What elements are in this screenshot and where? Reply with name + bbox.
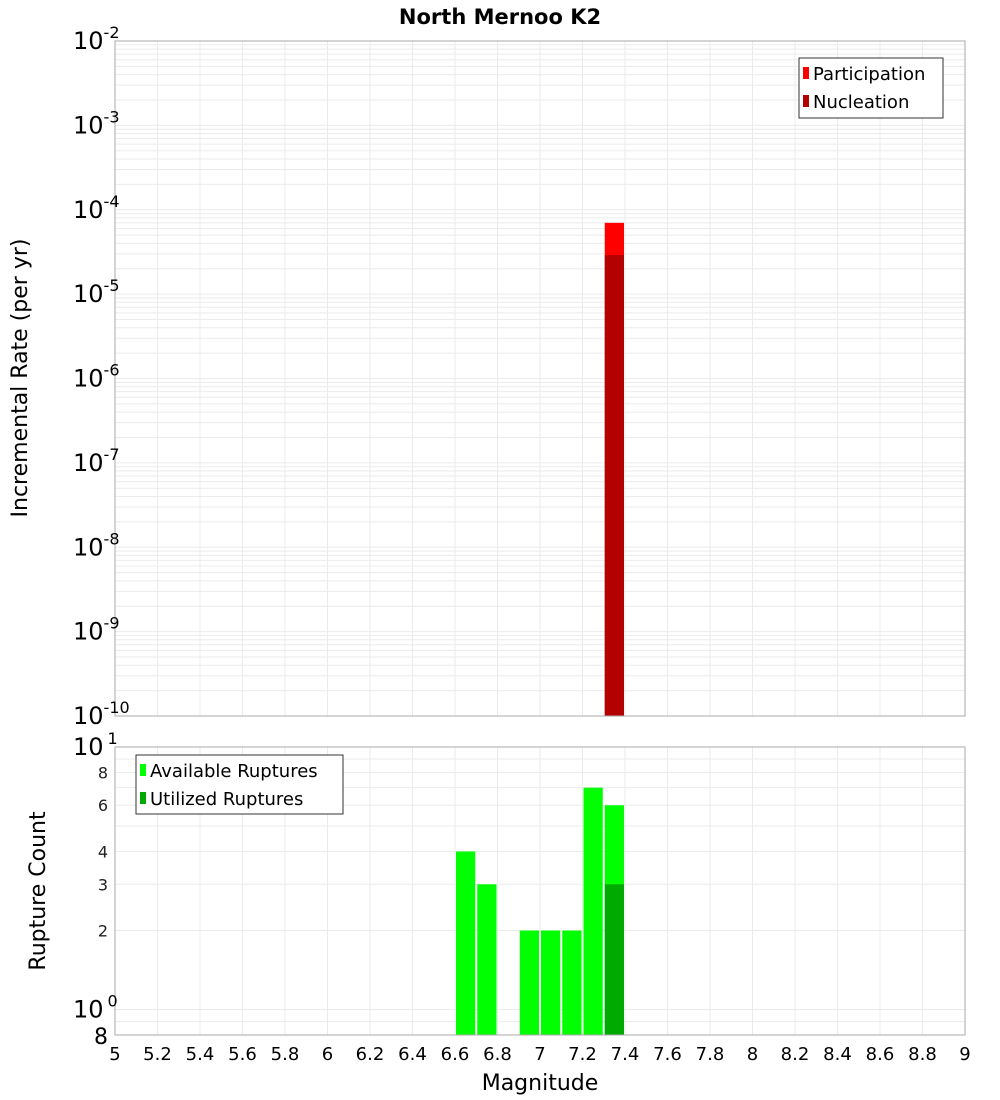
available-ruptures-bar — [477, 884, 497, 1035]
bottom-plot-frame — [114, 746, 966, 1036]
utilized-swatch — [140, 792, 146, 804]
y-tick-label: 10 0 — [73, 992, 118, 1024]
available-ruptures-bar — [456, 851, 476, 1035]
y-tick-label: 8 — [98, 763, 108, 782]
legend-available: Available Ruptures — [150, 761, 318, 782]
x-tick-label: 9 — [959, 1044, 970, 1065]
y-tick-label: 10-3 — [73, 107, 120, 139]
top-plot: 10-2 10-3 10-4 10-5 10-6 10-7 10-8 10-9 10-10 In… — [8, 23, 966, 730]
available-swatch — [140, 764, 146, 776]
top-y-tick-labels: 10-2 10-3 10-4 10-5 10-6 10-7 10-8 10-9 10-10 — [73, 23, 130, 730]
x-tick-label: 5.6 — [228, 1044, 257, 1065]
x-tick-label: 5.2 — [143, 1044, 172, 1065]
x-tick-label: 7 — [534, 1044, 545, 1065]
bottom-legend-box — [135, 754, 344, 815]
top-bars — [604, 222, 624, 716]
top-plot-frame — [114, 40, 966, 717]
top-legend: Participation Nucleation — [798, 57, 944, 119]
x-tick-label: 7.8 — [696, 1044, 725, 1065]
top-y-axis-label: Incremental Rate (per yr) — [8, 239, 33, 518]
legend-participation: Participation — [813, 64, 925, 85]
bottom-y-axis-label: Rupture Count — [26, 811, 51, 971]
x-tick-label: 6.2 — [356, 1044, 385, 1065]
y-tick-label: 6 — [98, 796, 108, 815]
y-tick-label: 10-2 — [73, 23, 120, 55]
x-tick-label: 7.6 — [653, 1044, 682, 1065]
nucleation-bar — [604, 255, 624, 716]
bottom-bars — [456, 787, 624, 1035]
nucleation-swatch — [803, 95, 809, 107]
y-tick-label: 3 — [98, 875, 108, 894]
x-tick-label: 8.2 — [781, 1044, 810, 1065]
x-tick-label: 5 — [109, 1044, 120, 1065]
x-tick-labels: 5 5.2 5.4 5.6 5.8 6 6.2 6.4 6.6 6.8 7 7.2 7.4 7.6 7.8 8… — [109, 1044, 970, 1065]
utilized-ruptures-bar — [604, 884, 624, 1035]
x-tick-label: 6.8 — [483, 1044, 512, 1065]
y-tick-label: 10-6 — [73, 361, 120, 393]
y-tick-label: 10-5 — [73, 276, 120, 308]
legend-utilized: Utilized Ruptures — [150, 789, 303, 810]
x-tick-label: 8.4 — [823, 1044, 852, 1065]
bottom-legend: Available Ruptures Utilized Ruptures — [135, 754, 344, 815]
top-legend-box — [798, 57, 944, 119]
available-ruptures-bar — [519, 930, 539, 1035]
y-tick-label: 10-10 — [73, 698, 130, 730]
y-tick-label: 10 1 — [73, 729, 118, 761]
x-tick-label: 8 — [747, 1044, 758, 1065]
participation-swatch — [803, 67, 809, 79]
y-tick-label: 10-7 — [73, 445, 120, 477]
x-tick-label: 7.4 — [611, 1044, 640, 1065]
x-tick-label: 8.6 — [866, 1044, 895, 1065]
x-tick-label: 6.4 — [398, 1044, 427, 1065]
available-ruptures-bar — [541, 930, 561, 1035]
y-tick-label: 10-4 — [73, 192, 120, 224]
x-axis-label: Magnitude — [482, 1071, 599, 1096]
x-tick-label: 8.8 — [908, 1044, 937, 1065]
x-tick-label: 6 — [322, 1044, 333, 1065]
available-ruptures-bar — [583, 787, 603, 1035]
x-tick-label: 5.8 — [271, 1044, 300, 1065]
chart-title: North Mernoo K2 — [399, 5, 601, 29]
y-tick-label: 2 — [98, 922, 108, 941]
y-tick-label: 4 — [98, 842, 108, 861]
x-tick-label: 5.4 — [186, 1044, 215, 1065]
y-tick-label: 10-8 — [73, 529, 120, 561]
legend-nucleation: Nucleation — [813, 92, 909, 113]
available-ruptures-bar — [562, 930, 582, 1035]
top-gridlines — [114, 41, 966, 717]
x-tick-label: 7.2 — [568, 1044, 597, 1065]
x-tick-label: 6.6 — [441, 1044, 470, 1065]
y-tick-label: 8 — [94, 1025, 108, 1050]
y-tick-label: 10-9 — [73, 614, 120, 646]
